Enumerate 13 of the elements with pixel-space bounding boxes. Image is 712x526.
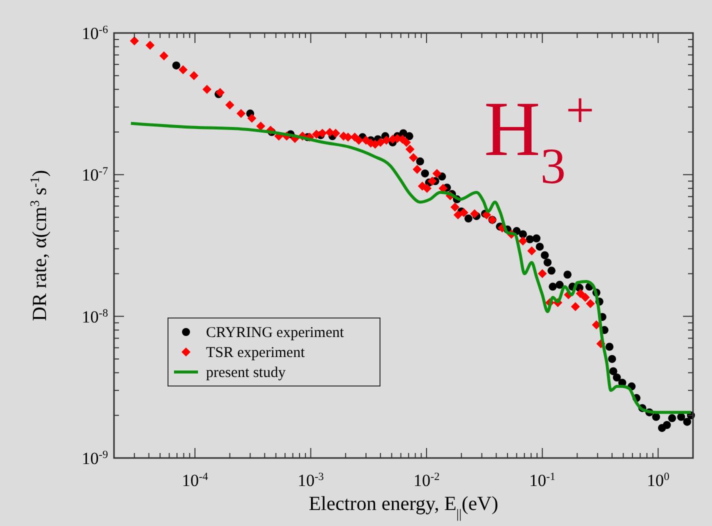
x-tick-label: 10$^{-4}$ (182, 471, 209, 490)
y-tick-label: 10$^{-7}$ (82, 166, 108, 185)
x-tick-label: 10$^{-3}$ (298, 471, 324, 490)
x-tick-label: 10$^{-2}$ (413, 471, 440, 490)
y-tick-label: 10$^{-8}$ (82, 307, 108, 326)
x-tick-label: 10$^{0}$ (646, 471, 670, 490)
y-tick-label: 10$^{-9}$ (82, 449, 108, 468)
legend-label: TSR experiment (206, 345, 306, 361)
legend-label: CRYRING experiment (206, 325, 345, 341)
x-axis-title: Electron energy, E$_{||}$(eV) (308, 493, 498, 520)
y-tick-label: 10$^{-6}$ (82, 24, 108, 43)
legend-label: present study (206, 365, 286, 381)
x-tick-label: 10$^{-1}$ (529, 471, 556, 490)
